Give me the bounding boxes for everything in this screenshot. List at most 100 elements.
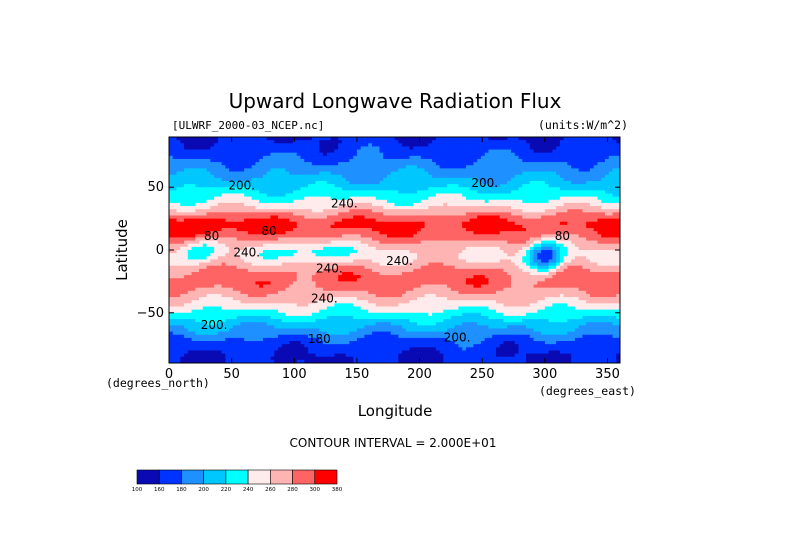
contour-cell <box>262 158 268 163</box>
contour-cell <box>548 196 553 201</box>
contour-cell <box>255 174 260 179</box>
contour-cell <box>439 180 444 185</box>
contour-cell <box>556 165 561 169</box>
contour-cell <box>405 152 411 157</box>
contour-cell <box>582 158 587 163</box>
contour-cell <box>375 152 381 157</box>
contour-cell <box>319 240 324 245</box>
contour-cell <box>229 231 234 235</box>
contour-cell <box>548 162 553 166</box>
contour-cell <box>465 187 471 191</box>
contour-cell <box>601 171 606 176</box>
contour-cell <box>514 149 520 154</box>
contour-cell <box>480 215 486 220</box>
contour-cell <box>616 158 620 163</box>
contour-cell <box>300 149 305 154</box>
contour-cell <box>293 146 298 151</box>
contour-cell <box>281 246 287 251</box>
contour-cell <box>289 158 294 163</box>
contour-cell <box>450 243 456 248</box>
contour-cell <box>394 218 399 223</box>
contour-cell <box>338 240 343 245</box>
contour-cell <box>533 240 538 245</box>
contour-cell <box>589 256 595 261</box>
contour-cell <box>341 158 347 163</box>
contour-cell <box>488 259 493 264</box>
contour-cell <box>402 196 407 201</box>
contour-cell <box>274 152 279 157</box>
contour-cell <box>571 184 576 188</box>
contour-cell <box>488 240 493 245</box>
contour-cell <box>304 221 309 226</box>
contour-cell <box>601 259 606 264</box>
contour-cell <box>586 158 591 163</box>
contour-cell <box>244 234 249 239</box>
contour-cell <box>315 259 320 264</box>
contour-cell <box>221 180 226 185</box>
contour-cell <box>390 140 396 144</box>
contour-cell <box>563 196 568 201</box>
contour-cell <box>281 190 287 195</box>
contour-cell <box>469 137 475 141</box>
contour-cell <box>349 149 354 154</box>
contour-cell <box>582 209 587 213</box>
contour-cell <box>323 265 328 270</box>
contour-cell <box>413 177 418 182</box>
contour-cell <box>439 206 444 210</box>
contour-cell <box>375 162 381 166</box>
contour-cell <box>356 256 362 261</box>
contour-cell <box>169 180 174 185</box>
contour-cell <box>266 240 272 245</box>
contour-cell <box>601 152 606 157</box>
contour-cell <box>199 224 204 229</box>
contour-cell <box>281 196 287 201</box>
contour-cell <box>169 199 174 204</box>
contour-cell <box>492 187 497 191</box>
contour-cell <box>567 155 572 160</box>
contour-cell <box>589 234 595 239</box>
contour-cell <box>285 193 290 198</box>
contour-cell <box>567 259 572 264</box>
contour-cell <box>492 158 497 163</box>
contour-cell <box>398 240 403 245</box>
contour-cell <box>262 221 268 226</box>
contour-cell <box>435 158 441 163</box>
contour-cell <box>319 174 324 179</box>
contour-cell <box>191 265 196 270</box>
contour-cell <box>375 146 381 151</box>
contour-cell <box>368 234 373 239</box>
contour-cell <box>379 231 384 235</box>
contour-cell <box>563 177 568 182</box>
contour-cell <box>214 158 219 163</box>
contour-cell <box>465 140 471 144</box>
contour-cell <box>195 253 200 257</box>
contour-cell <box>353 143 358 148</box>
contour-cell <box>375 140 381 144</box>
contour-cell <box>315 152 320 157</box>
contour-cell <box>319 237 324 242</box>
contour-cell <box>462 262 467 267</box>
contour-cell <box>334 158 339 163</box>
contour-cell <box>432 143 437 148</box>
contour-cell <box>244 184 249 188</box>
contour-cell <box>176 259 181 264</box>
contour-cell <box>394 177 399 182</box>
contour-cell <box>413 137 418 141</box>
contour-cell <box>462 171 467 176</box>
contour-cell <box>247 231 253 235</box>
contour-cell <box>247 168 253 173</box>
contour-cell <box>375 224 381 229</box>
contour-cell <box>529 234 535 239</box>
contour-cell <box>356 193 362 198</box>
contour-cell <box>503 199 508 204</box>
contour-cell <box>578 234 584 239</box>
contour-cell <box>229 177 234 182</box>
contour-cell <box>371 221 377 226</box>
contour-cell <box>398 265 403 270</box>
contour-cell <box>537 231 542 235</box>
contour-cell <box>495 218 501 223</box>
contour-cell <box>518 215 523 220</box>
contour-cell <box>465 234 471 239</box>
contour-cell <box>495 149 501 154</box>
contour-cell <box>465 174 471 179</box>
